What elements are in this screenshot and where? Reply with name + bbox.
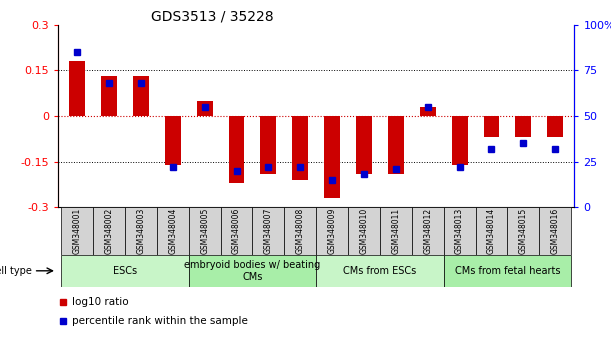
Bar xyxy=(133,76,149,116)
Text: GSM348005: GSM348005 xyxy=(200,208,209,254)
Bar xyxy=(316,255,444,287)
Bar xyxy=(540,207,571,255)
Text: GSM348011: GSM348011 xyxy=(392,208,400,254)
Bar xyxy=(260,116,276,174)
Text: GSM348012: GSM348012 xyxy=(423,208,432,254)
Text: GSM348013: GSM348013 xyxy=(455,208,464,254)
Bar xyxy=(61,255,189,287)
Bar xyxy=(452,116,467,165)
Bar xyxy=(189,255,316,287)
Bar xyxy=(483,116,499,137)
Text: GSM348010: GSM348010 xyxy=(359,208,368,254)
Text: GSM348001: GSM348001 xyxy=(73,208,82,254)
Bar xyxy=(348,207,380,255)
Bar xyxy=(412,207,444,255)
Bar xyxy=(420,107,436,116)
Text: GSM348009: GSM348009 xyxy=(327,208,337,254)
Bar xyxy=(284,207,316,255)
Text: cell type: cell type xyxy=(0,266,32,276)
Bar xyxy=(507,207,540,255)
Bar xyxy=(444,207,475,255)
Bar xyxy=(324,116,340,198)
Bar xyxy=(61,207,93,255)
Bar xyxy=(157,207,189,255)
Text: GSM348002: GSM348002 xyxy=(104,208,114,254)
Bar xyxy=(69,61,85,116)
Text: GSM348016: GSM348016 xyxy=(551,208,560,254)
Bar xyxy=(197,101,213,116)
Bar xyxy=(292,116,308,180)
Text: GSM348006: GSM348006 xyxy=(232,208,241,254)
Bar xyxy=(516,116,532,137)
Text: log10 ratio: log10 ratio xyxy=(72,297,129,307)
Bar xyxy=(229,116,244,183)
Bar xyxy=(547,116,563,137)
Text: ESCs: ESCs xyxy=(113,266,137,276)
Bar xyxy=(93,207,125,255)
Text: GSM348007: GSM348007 xyxy=(264,208,273,254)
Text: GSM348008: GSM348008 xyxy=(296,208,305,254)
Bar xyxy=(221,207,252,255)
Bar xyxy=(388,116,404,174)
Text: GSM348004: GSM348004 xyxy=(168,208,177,254)
Bar xyxy=(444,255,571,287)
Bar xyxy=(356,116,372,174)
Text: percentile rank within the sample: percentile rank within the sample xyxy=(72,316,248,326)
Text: GDS3513 / 35228: GDS3513 / 35228 xyxy=(151,10,274,24)
Bar xyxy=(165,116,181,165)
Bar xyxy=(101,76,117,116)
Bar xyxy=(189,207,221,255)
Bar xyxy=(380,207,412,255)
Text: embryoid bodies w/ beating
CMs: embryoid bodies w/ beating CMs xyxy=(185,260,321,282)
Bar xyxy=(316,207,348,255)
Text: GSM348014: GSM348014 xyxy=(487,208,496,254)
Bar xyxy=(475,207,507,255)
Text: CMs from ESCs: CMs from ESCs xyxy=(343,266,417,276)
Bar xyxy=(125,207,157,255)
Text: CMs from fetal hearts: CMs from fetal hearts xyxy=(455,266,560,276)
Text: GSM348003: GSM348003 xyxy=(136,208,145,254)
Bar xyxy=(252,207,284,255)
Text: GSM348015: GSM348015 xyxy=(519,208,528,254)
